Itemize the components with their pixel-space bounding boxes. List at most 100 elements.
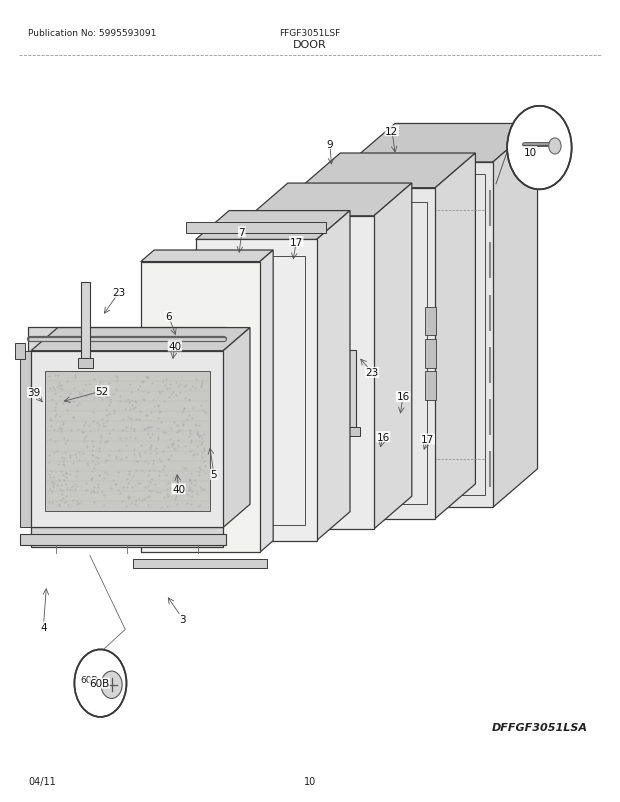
Text: 17: 17 <box>290 237 303 247</box>
Point <box>87 415 97 427</box>
Text: Publication No: 5995593091: Publication No: 5995593091 <box>28 29 156 38</box>
Point <box>161 469 171 482</box>
Point <box>192 419 202 432</box>
Point <box>144 476 154 489</box>
Point <box>181 379 191 392</box>
Point <box>108 388 118 401</box>
Point <box>72 498 82 511</box>
Point <box>62 483 72 496</box>
Polygon shape <box>186 222 326 234</box>
Point <box>89 462 99 475</box>
Text: 52: 52 <box>95 387 109 396</box>
Point <box>197 452 207 464</box>
Point <box>170 493 180 506</box>
Polygon shape <box>345 427 360 436</box>
Point <box>143 421 153 434</box>
Point <box>196 429 206 442</box>
Point <box>140 423 149 435</box>
Point <box>48 383 58 396</box>
Point <box>171 477 181 490</box>
Point <box>148 394 158 407</box>
Point <box>105 408 115 421</box>
Point <box>200 456 210 468</box>
Point <box>126 497 136 510</box>
Polygon shape <box>20 534 226 545</box>
Point <box>199 444 209 457</box>
Point <box>159 395 169 408</box>
Point <box>108 474 118 487</box>
Text: 04/11: 04/11 <box>28 776 56 786</box>
Point <box>55 410 65 423</box>
Point <box>196 381 206 394</box>
Point <box>56 479 66 492</box>
Point <box>102 386 112 399</box>
Point <box>97 486 107 499</box>
Text: 23: 23 <box>365 368 379 378</box>
Point <box>142 371 152 384</box>
Point <box>154 406 164 419</box>
Point <box>109 407 119 419</box>
Point <box>187 467 197 480</box>
Text: 23: 23 <box>112 288 126 298</box>
Point <box>45 483 55 496</box>
Point <box>44 371 54 383</box>
Point <box>69 483 79 496</box>
Text: 17: 17 <box>421 435 435 444</box>
Point <box>58 492 68 505</box>
Point <box>188 448 198 461</box>
Point <box>112 371 122 383</box>
Text: FFGF3051LSF: FFGF3051LSF <box>280 29 340 38</box>
Point <box>158 463 168 476</box>
Point <box>100 456 110 469</box>
Point <box>178 418 188 431</box>
Point <box>149 464 159 476</box>
Polygon shape <box>300 188 435 519</box>
Point <box>71 371 81 384</box>
Text: 9: 9 <box>327 140 333 149</box>
Point <box>115 431 125 444</box>
Point <box>55 483 65 496</box>
Point <box>100 436 110 449</box>
Point <box>89 392 99 405</box>
Point <box>169 442 179 455</box>
Point <box>98 420 108 433</box>
Point <box>186 498 196 511</box>
Point <box>92 478 102 491</box>
Point <box>110 479 120 492</box>
Point <box>140 456 150 468</box>
Point <box>172 419 182 431</box>
Point <box>51 480 61 492</box>
Circle shape <box>74 650 126 717</box>
Point <box>99 500 109 512</box>
Point <box>162 488 172 501</box>
Text: 12: 12 <box>385 127 399 136</box>
Point <box>179 402 188 415</box>
Point <box>143 499 153 512</box>
Point <box>93 452 103 465</box>
Point <box>156 455 166 468</box>
Point <box>87 465 97 478</box>
Point <box>171 376 181 389</box>
Point <box>94 468 104 481</box>
Point <box>156 416 166 429</box>
Point <box>73 423 82 436</box>
Point <box>165 378 175 391</box>
Point <box>170 444 180 456</box>
Point <box>94 445 104 458</box>
Point <box>84 419 94 432</box>
Point <box>199 442 209 455</box>
Point <box>59 452 69 464</box>
Point <box>148 454 158 467</box>
Point <box>87 472 97 484</box>
Point <box>48 479 58 492</box>
Point <box>52 381 62 394</box>
Point <box>123 477 133 490</box>
Point <box>141 409 151 422</box>
Point <box>94 379 104 391</box>
Point <box>200 467 210 480</box>
Point <box>188 403 198 415</box>
Point <box>104 427 114 440</box>
Point <box>68 480 78 492</box>
Point <box>123 394 133 407</box>
Polygon shape <box>45 371 210 512</box>
